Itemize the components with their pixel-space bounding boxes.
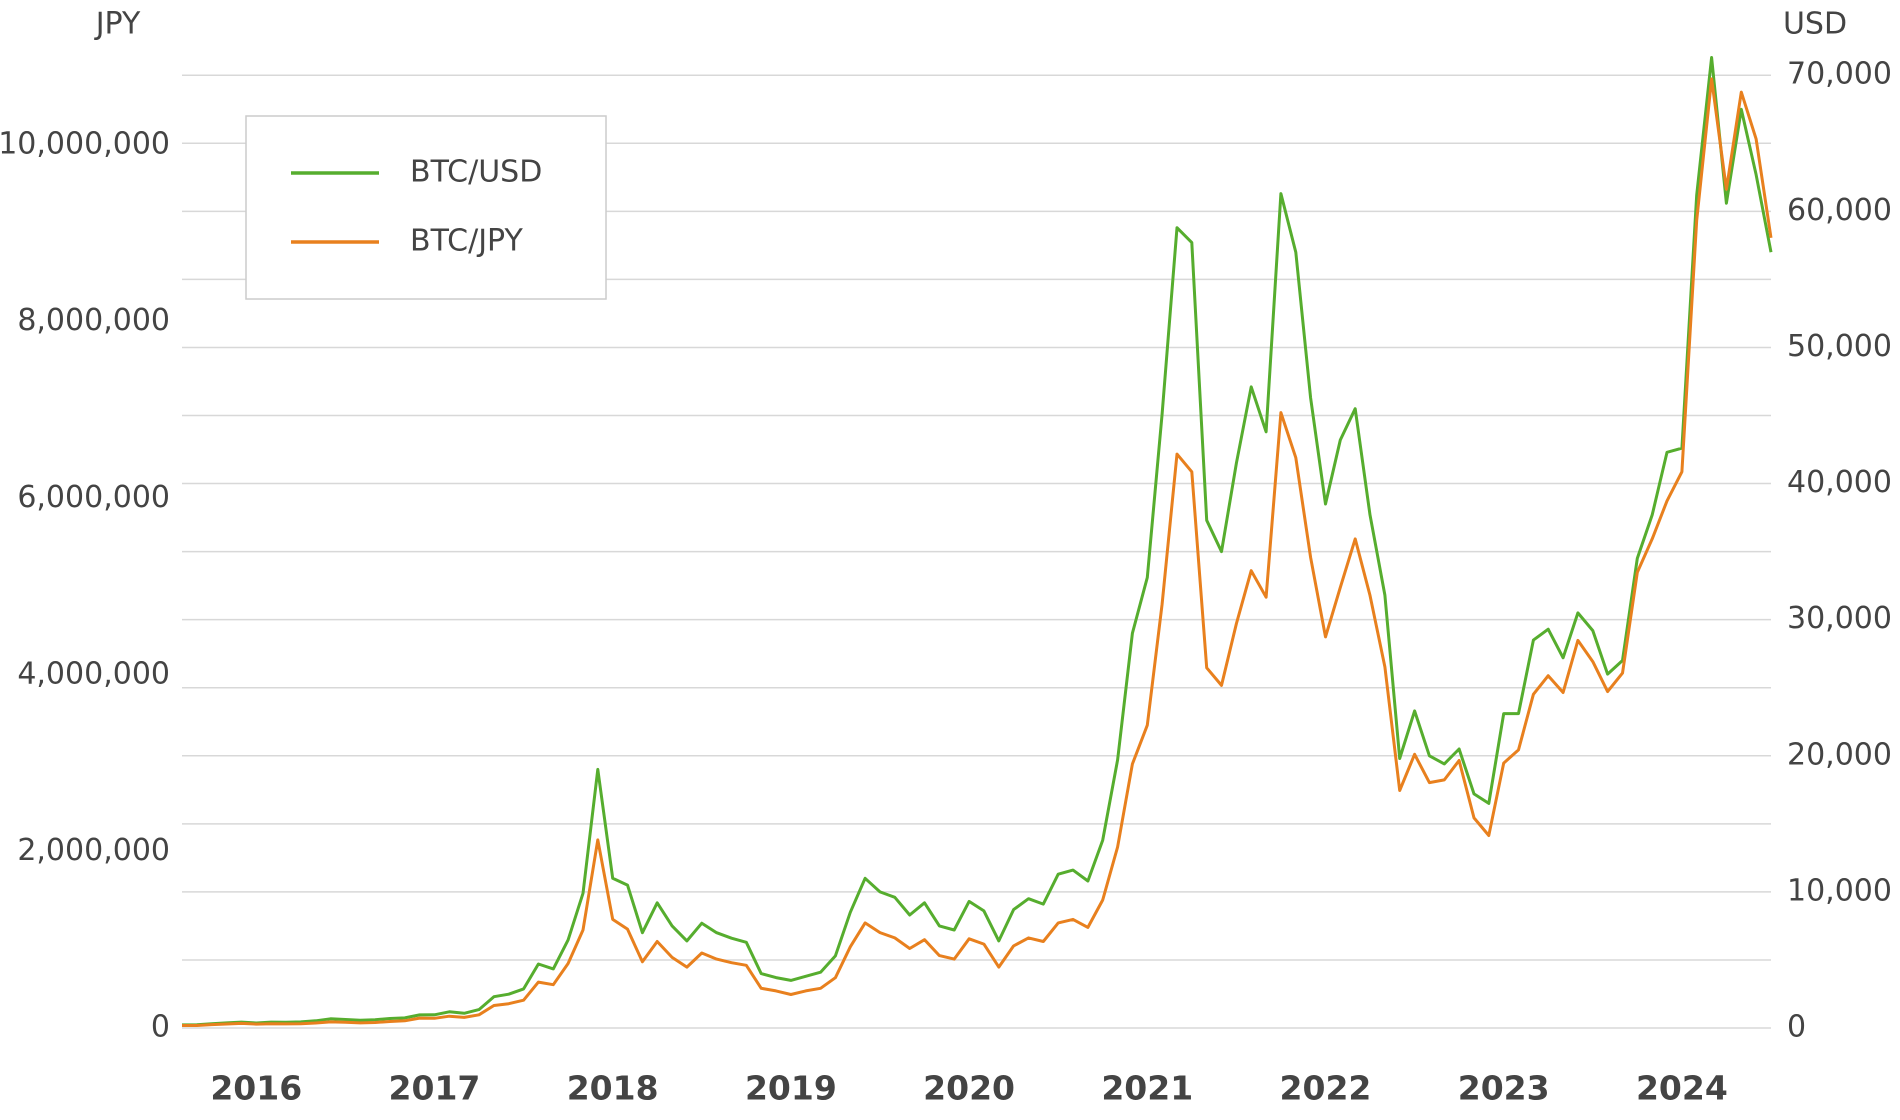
legend: BTC/USD BTC/JPY [291, 155, 542, 259]
y-tick-label: 8,000,000 [17, 303, 170, 338]
y2-tick-label: 70,000 [1787, 57, 1892, 92]
y2-tick-label: 10,000 [1787, 873, 1892, 908]
series-line [182, 77, 1773, 1027]
legend-label: BTC/USD [410, 155, 542, 190]
x-tick-label: 2024 [1636, 1069, 1728, 1108]
y-tick-label: 2,000,000 [17, 833, 170, 868]
y2-tick-label: 50,000 [1787, 329, 1892, 364]
y-tick-label: 4,000,000 [17, 656, 170, 691]
x-tick-label: 2020 [923, 1069, 1015, 1108]
x-tick-label: 2017 [389, 1069, 481, 1108]
x-tick-label: 2018 [567, 1069, 659, 1108]
y2-axis-title: USD [1783, 7, 1847, 42]
series-line [181, 56, 1773, 1027]
legend-box [245, 115, 607, 300]
plot [181, 56, 1773, 1027]
y-tick-label: 0 [151, 1010, 170, 1045]
y-axis-title: JPY [94, 7, 141, 42]
y2-tick-label: 0 [1787, 1010, 1806, 1045]
y2-tick-label: 40,000 [1787, 465, 1892, 500]
x-tick-label: 2023 [1458, 1069, 1550, 1108]
y2-tick-label: 20,000 [1787, 737, 1892, 772]
x-tick-label: 2021 [1101, 1069, 1193, 1108]
legend-label: BTC/JPY [410, 224, 523, 259]
y2-tick-label: 30,000 [1787, 601, 1892, 636]
x-tick-label: 2019 [745, 1069, 837, 1108]
grid [182, 74, 1771, 1029]
x-tick-label: 2022 [1280, 1069, 1372, 1108]
x-tick-label: 2016 [210, 1069, 302, 1108]
y-tick-label: 6,000,000 [17, 480, 170, 515]
y-tick-label: 10,000,000 [0, 127, 170, 162]
y2-tick-label: 60,000 [1787, 193, 1892, 228]
